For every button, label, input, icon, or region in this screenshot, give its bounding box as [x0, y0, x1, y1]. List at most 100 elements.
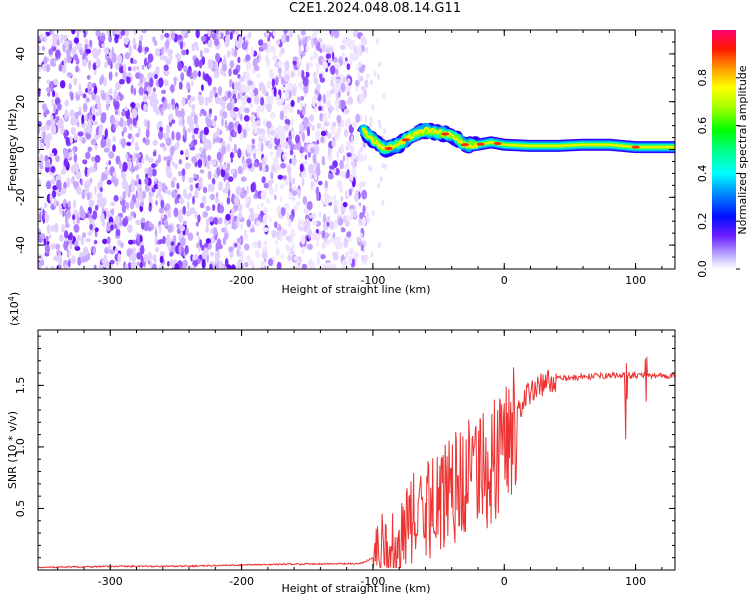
heatmap-noise-cell [339, 159, 344, 170]
heatmap-noise-cell [256, 220, 261, 226]
heatmap-noise-cell [330, 30, 334, 38]
heatmap-noise-cell [351, 165, 357, 175]
heatmap-noise-cell [161, 182, 167, 193]
heatmap-noise-cell [68, 259, 71, 268]
heatmap-noise-cell [313, 37, 318, 46]
heatmap-noise-cell [142, 93, 148, 103]
heatmap-noise-cell [246, 97, 252, 104]
heatmap-noise-cell [70, 126, 76, 135]
heatmap-noise-cell [335, 92, 339, 102]
heatmap-noise-cell [240, 113, 243, 122]
heatmap-noise-cell [327, 195, 333, 203]
heatmap-noise-cell [151, 163, 157, 168]
heatmap-noise-cell [185, 148, 189, 158]
heatmap-noise-cell [282, 175, 287, 180]
heatmap-noise-cell [70, 116, 77, 126]
heatmap-noise-cell [73, 224, 80, 233]
heatmap-noise-cell [127, 224, 133, 234]
heatmap-noise-cell [110, 201, 116, 206]
heatmap-noise-cell [349, 155, 355, 161]
heatmap-noise-cell [109, 259, 115, 265]
heatmap-noise-cell [110, 224, 114, 231]
heatmap-noise-cell [244, 71, 251, 82]
heatmap-noise-cell [250, 116, 253, 122]
heatmap-noise-cell [272, 156, 279, 167]
heatmap-noise-cell [115, 228, 121, 237]
heatmap-noise-cell [284, 141, 289, 150]
heatmap-noise-cell [202, 186, 208, 194]
heatmap-noise-cell [291, 242, 295, 252]
heatmap-noise-cell [39, 211, 42, 222]
heatmap-noise-cell [301, 247, 305, 255]
heatmap-noise-cell [316, 83, 321, 92]
heatmap-noise-cell [384, 163, 388, 170]
heatmap-noise-cell [357, 70, 360, 81]
heatmap-noise-cell [50, 114, 54, 121]
heatmap-noise-cell [306, 200, 313, 211]
heatmap-noise-cell [274, 221, 278, 229]
heatmap-noise-cell [221, 146, 225, 157]
heatmap-noise-cell [214, 197, 220, 204]
heatmap-noise-cell [269, 217, 272, 223]
heatmap-noise-cell [255, 120, 261, 127]
heatmap-noise-cell [100, 89, 103, 95]
heatmap-noise-cell [149, 99, 155, 108]
heatmap-y-tick-label: 0 [14, 146, 27, 153]
heatmap-noise-cell [333, 204, 338, 214]
heatmap-noise-cell [105, 161, 109, 167]
heatmap-noise-cell [336, 126, 342, 134]
heatmap-noise-cell [39, 153, 44, 162]
heatmap-noise-cell [148, 206, 152, 211]
heatmap-noise-cell [129, 254, 133, 262]
heatmap-noise-cell [68, 83, 72, 90]
heatmap-noise-cell [231, 98, 235, 107]
heatmap-noise-cell [304, 159, 308, 166]
heatmap-noise-cell [252, 241, 258, 248]
heatmap-noise-cell [60, 33, 64, 44]
heatmap-noise-cell [193, 173, 197, 179]
heatmap-noise-cell [194, 57, 200, 68]
heatmap-noise-cell [140, 255, 144, 264]
heatmap-noise-cell [301, 263, 308, 269]
heatmap-noise-cell [66, 177, 71, 188]
heatmap-noise-cell [67, 251, 72, 257]
heatmap-noise-cell [55, 155, 60, 163]
heatmap-noise-cell [74, 163, 79, 173]
heatmap-noise-cell [241, 187, 245, 193]
heatmap-noise-cell [203, 211, 208, 218]
heatmap-noise-cell [188, 192, 193, 198]
heatmap-noise-cell [56, 103, 62, 111]
heatmap-noise-cell [139, 73, 144, 84]
heatmap-noise-cell [358, 50, 362, 57]
heatmap-noise-cell [363, 248, 366, 254]
heatmap-noise-cell [270, 130, 276, 136]
heatmap-noise-cell [379, 176, 383, 183]
heatmap-noise-cell [152, 87, 156, 93]
heatmap-noise-cell [191, 134, 196, 140]
heatmap-noise-cell [64, 99, 69, 107]
heatmap-noise-cell [225, 181, 231, 191]
heatmap-noise-cell [316, 255, 320, 266]
heatmap-noise-cell [281, 34, 286, 44]
heatmap-noise-cell [292, 56, 298, 61]
heatmap-noise-cell [284, 74, 290, 83]
heatmap-noise-cell [173, 207, 179, 218]
heatmap-noise-cell [151, 168, 157, 177]
heatmap-noise-cell [39, 33, 44, 40]
heatmap-noise-cell [330, 75, 337, 81]
heatmap-noise-cell [212, 204, 216, 212]
heatmap-noise-cell [287, 254, 292, 262]
heatmap-noise-cell [345, 37, 352, 47]
heatmap-noise-cell [50, 178, 55, 185]
heatmap-noise-cell [144, 46, 149, 53]
heatmap-noise-cell [188, 177, 194, 184]
heatmap-noise-cell [341, 227, 346, 233]
heatmap-noise-cell [73, 133, 78, 141]
heatmap-noise-cell [300, 152, 304, 158]
heatmap-noise-cell [199, 146, 204, 153]
heatmap-noise-cell [285, 235, 291, 241]
heatmap-noise-cell [104, 128, 109, 139]
heatmap-noise-cell [329, 237, 334, 244]
heatmap-noise-cell [123, 71, 126, 80]
heatmap-noise-cell [318, 211, 323, 218]
